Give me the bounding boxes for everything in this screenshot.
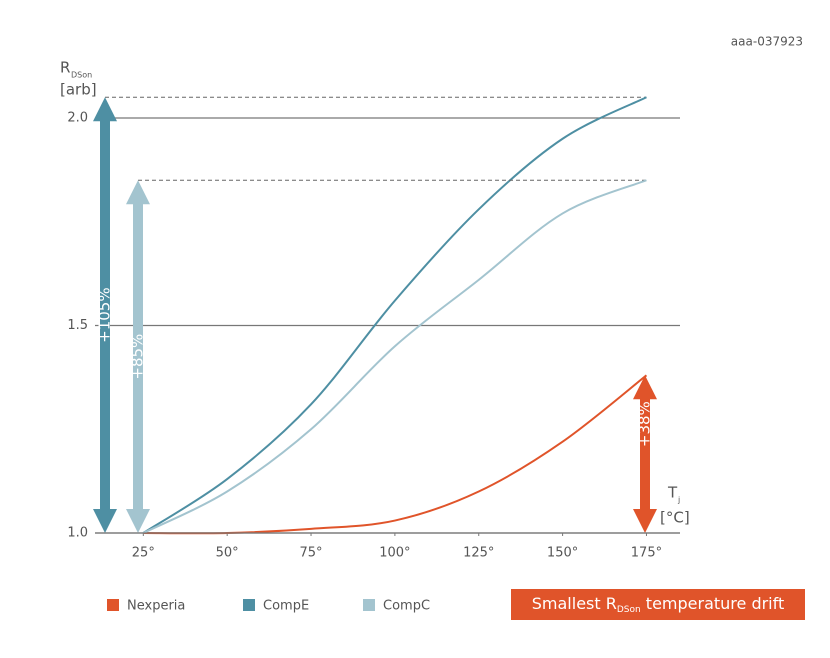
y-tick-label: 1.5 <box>67 318 88 333</box>
banner-rest: temperature drift <box>641 594 785 613</box>
x-tick-label: 125° <box>463 546 494 561</box>
y-tick-label: 2.0 <box>67 111 88 126</box>
legend-label: Nexperia <box>127 599 185 614</box>
change-label: +85% <box>129 334 147 380</box>
x-tick-label: 50° <box>216 546 239 561</box>
banner-text: Smallest RDSon temperature drift <box>532 594 785 615</box>
series-line <box>142 179 647 534</box>
banner <box>511 589 805 620</box>
y-axis-label: R <box>60 59 70 77</box>
y-tick-label: 1.0 <box>67 526 88 541</box>
y-axis-label-sub: DSon <box>71 71 92 80</box>
legend-swatch <box>363 599 375 611</box>
banner-sub: DSon <box>617 605 641 615</box>
figure-code: aaa-037923 <box>731 35 803 49</box>
legend-swatch <box>243 599 255 611</box>
x-tick-label: 175° <box>631 546 662 561</box>
change-label: +38% <box>636 401 654 447</box>
series-line <box>143 374 648 535</box>
x-tick-label: 100° <box>379 546 410 561</box>
legend-label: CompC <box>383 599 430 614</box>
banner-main: Smallest R <box>532 594 617 613</box>
x-axis-unit: [°C] <box>660 509 690 527</box>
series-line <box>142 96 647 534</box>
x-tick-label: 25° <box>132 546 155 561</box>
change-label: +105% <box>96 287 114 342</box>
x-tick-label: 150° <box>547 546 578 561</box>
x-tick-label: 75° <box>300 546 323 561</box>
legend-swatch <box>107 599 119 611</box>
y-axis-unit: [arb] <box>60 81 97 99</box>
x-axis-label-sub: j <box>677 496 680 505</box>
x-axis-label: T <box>667 484 678 502</box>
legend-label: CompE <box>263 599 309 614</box>
